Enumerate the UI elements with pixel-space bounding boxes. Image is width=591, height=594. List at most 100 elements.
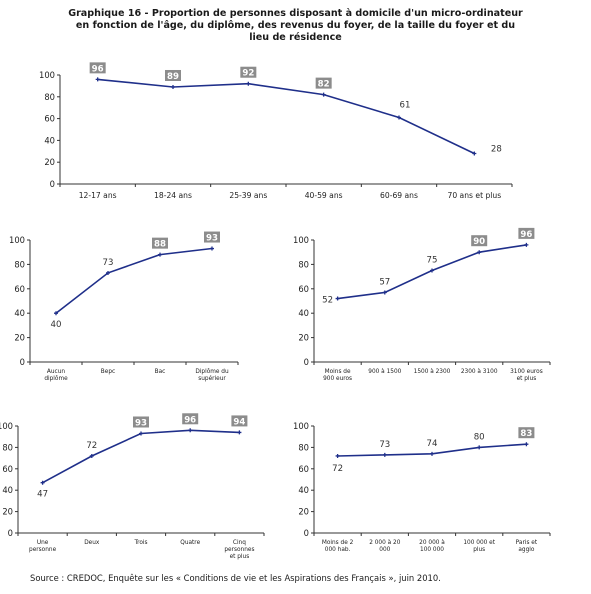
y-tick-label: 80 bbox=[14, 259, 25, 269]
y-tick-label: 0 bbox=[304, 528, 309, 538]
data-point bbox=[54, 311, 58, 316]
x-tick-label: Une personne bbox=[29, 540, 57, 553]
y-tick-label: 0 bbox=[50, 179, 55, 189]
data-label-box bbox=[231, 415, 248, 427]
y-tick-label: 20 bbox=[298, 507, 309, 517]
data-point bbox=[188, 428, 193, 433]
y-tick-label: 80 bbox=[298, 259, 309, 269]
data-point bbox=[382, 290, 387, 295]
data-point bbox=[158, 252, 162, 257]
x-tick-label: Cinq personnes et plus bbox=[224, 540, 254, 560]
y-tick-label: 60 bbox=[298, 284, 309, 294]
y-tick-label: 20 bbox=[298, 333, 309, 343]
data-point bbox=[237, 430, 242, 435]
y-tick-label: 20 bbox=[2, 507, 13, 517]
y-tick-label: 100 bbox=[0, 421, 13, 431]
y-tick-label: 60 bbox=[2, 464, 13, 474]
data-point bbox=[477, 445, 482, 450]
data-point bbox=[106, 270, 110, 275]
y-tick-label: 100 bbox=[39, 70, 55, 80]
data-label: 47 bbox=[37, 490, 48, 500]
y-tick-label: 40 bbox=[2, 485, 13, 495]
data-label: 88 bbox=[154, 240, 166, 250]
data-label-box bbox=[518, 227, 535, 239]
y-tick-label: 40 bbox=[14, 308, 25, 318]
x-tick-label: Deux bbox=[84, 540, 100, 546]
y-tick-label: 80 bbox=[2, 442, 13, 452]
x-tick-label: 900 à 1500 bbox=[368, 368, 401, 375]
x-tick-label: 70 ans et plus bbox=[447, 191, 501, 200]
y-tick-label: 60 bbox=[44, 114, 55, 124]
series-line bbox=[97, 78, 475, 155]
data-label: 83 bbox=[520, 429, 532, 439]
x-tick-label: 2 000 à 20 000 bbox=[369, 539, 401, 553]
data-point bbox=[171, 84, 175, 89]
data-point bbox=[335, 453, 340, 458]
data-label-box bbox=[165, 69, 181, 81]
chart-panel-1: 0 20 40 60 80 100 12-17 ans 18-24 ans 25-39 ans 4… bbox=[39, 62, 513, 200]
data-label: 52 bbox=[322, 296, 333, 306]
x-tick-label: Moins de 900 euros bbox=[323, 369, 352, 382]
x-tick-label: Aucun diplôme bbox=[44, 369, 68, 382]
data-label-box bbox=[518, 427, 535, 439]
y-tick-label: 0 bbox=[304, 357, 309, 367]
data-point bbox=[472, 151, 477, 156]
data-label-box bbox=[471, 235, 488, 247]
chart-title-line-3: lieu de résidence bbox=[249, 32, 342, 43]
x-tick-label: Diplôme du supérieur bbox=[195, 368, 229, 382]
x-tick-label: 25-39 ans bbox=[229, 191, 267, 200]
data-label: 92 bbox=[242, 69, 254, 79]
data-point bbox=[477, 250, 482, 255]
y-tick-label: 100 bbox=[293, 421, 309, 431]
y-tick-label: 80 bbox=[44, 92, 55, 102]
y-tick-label: 60 bbox=[14, 284, 25, 294]
data-point bbox=[524, 242, 529, 247]
x-tick-label: 60-69 ans bbox=[380, 191, 418, 200]
data-point bbox=[95, 77, 100, 82]
data-label: 73 bbox=[379, 440, 390, 450]
data-label: 72 bbox=[86, 441, 97, 451]
data-label-box bbox=[152, 237, 168, 249]
data-label: 96 bbox=[184, 415, 196, 425]
data-label: 93 bbox=[206, 234, 218, 244]
x-tick-label: 2300 à 3100 bbox=[461, 368, 498, 375]
y-tick-label: 0 bbox=[20, 357, 25, 367]
x-tick-label: 12-17 ans bbox=[79, 191, 117, 200]
y-tick-label: 100 bbox=[293, 235, 309, 245]
data-label-box bbox=[240, 66, 257, 78]
data-label: 40 bbox=[51, 320, 62, 330]
series-line bbox=[42, 429, 240, 484]
data-label: 57 bbox=[379, 277, 390, 287]
data-label: 72 bbox=[332, 464, 343, 474]
y-tick-label: 40 bbox=[44, 135, 55, 145]
x-tick-label: Bac bbox=[155, 369, 166, 375]
data-point bbox=[89, 453, 94, 458]
x-tick-label: 20 000 à 100 000 bbox=[419, 539, 445, 553]
chart-title-line-2: en fonction de l'âge, du diplôme, des re… bbox=[75, 20, 516, 31]
data-point bbox=[210, 246, 214, 251]
data-label: 74 bbox=[427, 439, 438, 449]
y-tick-label: 20 bbox=[44, 157, 55, 167]
data-point bbox=[335, 296, 340, 301]
y-tick-label: 0 bbox=[8, 528, 13, 538]
x-tick-label: 100 000 et plus bbox=[463, 540, 495, 553]
x-tick-label: 1500 à 2300 bbox=[414, 368, 451, 375]
data-label-box bbox=[133, 416, 149, 428]
data-point bbox=[397, 115, 401, 120]
y-tick-label: 80 bbox=[298, 442, 309, 452]
data-label-box bbox=[315, 77, 332, 89]
y-tick-label: 40 bbox=[298, 485, 309, 495]
data-label: 75 bbox=[427, 256, 438, 266]
source-note: Source : CREDOC, Enquête sur les « Condi… bbox=[30, 573, 441, 583]
x-tick-label: 40-59 ans bbox=[305, 191, 343, 200]
x-tick-label: 18-24 ans bbox=[154, 191, 192, 200]
data-point bbox=[430, 268, 434, 273]
data-label-box bbox=[182, 413, 199, 425]
chart-panel-2: 0 20 40 60 80 100 Aucun diplôme Bepc Bac Diplôme d… bbox=[9, 231, 239, 382]
x-tick-label: Paris et agglo bbox=[516, 540, 538, 553]
data-label: 94 bbox=[233, 417, 245, 427]
data-label: 61 bbox=[400, 101, 411, 111]
y-tick-label: 20 bbox=[14, 333, 25, 343]
